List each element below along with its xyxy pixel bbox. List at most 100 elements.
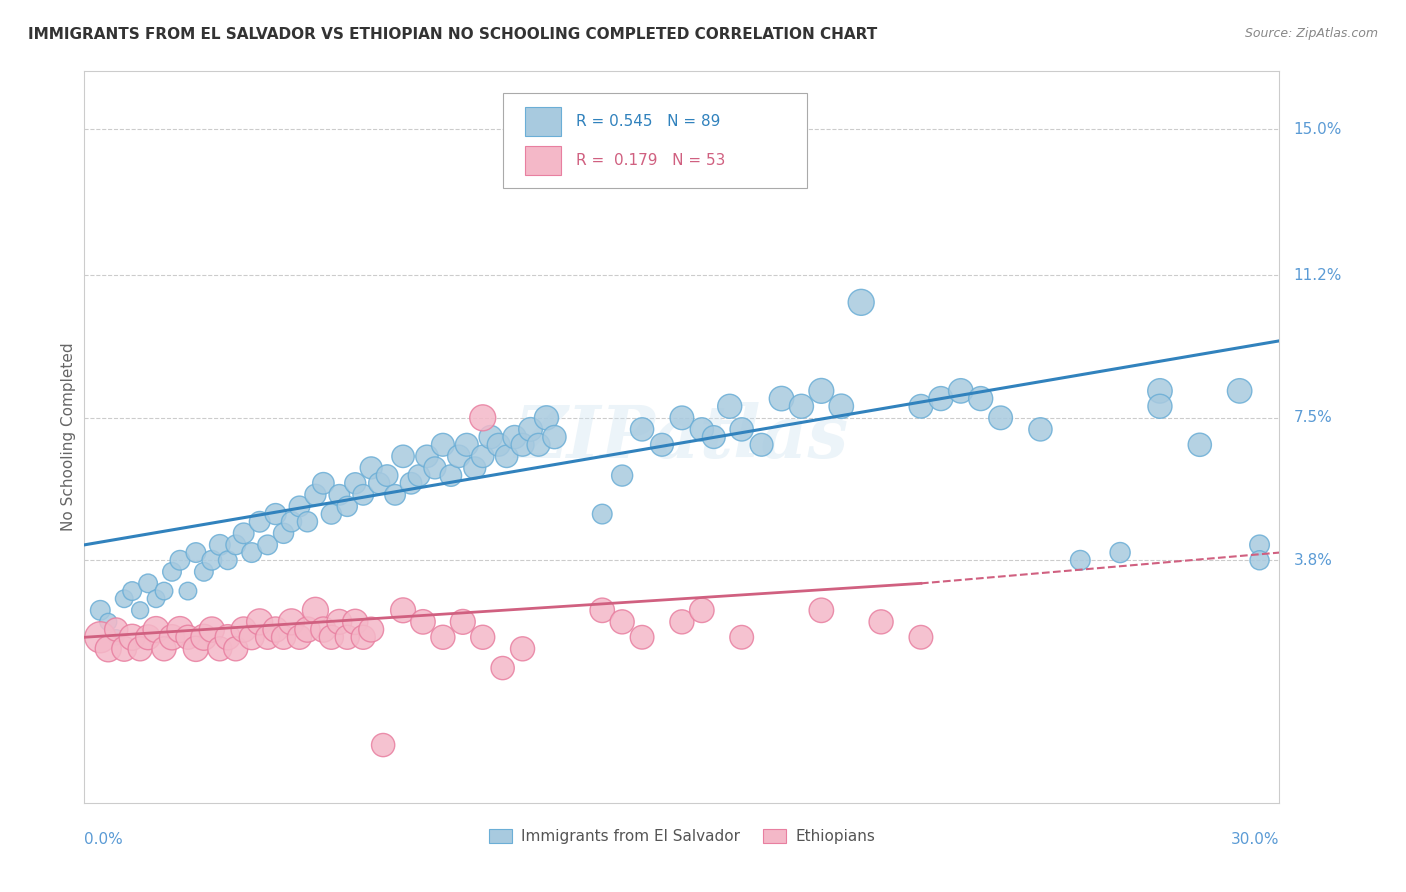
Point [392,450,415,464]
Point [929,392,952,406]
Point [1188,438,1211,452]
Point [193,565,215,579]
Point [336,500,359,514]
Point [527,438,550,452]
Point [160,565,183,579]
Point [810,603,832,617]
Point [790,399,813,413]
Point [121,630,143,644]
Point [631,422,654,436]
Point [153,584,176,599]
Point [136,630,159,644]
Point [1029,422,1052,436]
Point [543,430,565,444]
Text: 0.0%: 0.0% [84,832,124,847]
FancyBboxPatch shape [526,145,561,175]
Point [399,476,422,491]
Point [512,438,534,452]
Point [495,450,517,464]
Point [264,623,287,637]
Point [105,630,128,644]
Point [177,630,200,644]
Point [471,450,494,464]
Point [112,641,135,656]
Point [232,623,254,637]
Point [690,603,713,617]
Point [479,430,502,444]
Point [519,422,541,436]
Point [288,500,311,514]
Point [217,630,239,644]
Point [1249,553,1271,567]
Text: 7.5%: 7.5% [1294,410,1333,425]
Point [249,515,271,529]
Point [492,661,515,675]
Point [184,641,207,656]
Point [373,738,395,752]
Point [280,615,302,629]
Point [503,430,526,444]
Point [208,538,231,552]
Point [591,603,613,617]
Point [360,623,382,637]
Point [169,623,191,637]
Point [1249,538,1271,552]
Point [129,641,152,656]
Point [217,553,239,567]
Point [288,630,311,644]
Text: 3.8%: 3.8% [1294,553,1333,568]
Point [352,488,374,502]
Point [368,476,391,491]
Point [718,399,741,413]
Point [703,430,725,444]
Point [169,553,191,567]
Point [488,438,510,452]
Point [1109,545,1132,559]
Point [536,410,558,425]
Point [949,384,972,398]
Point [232,526,254,541]
Point [471,630,494,644]
Point [731,422,754,436]
Point [136,576,159,591]
Point [312,476,335,491]
Point [651,438,673,452]
Text: Source: ZipAtlas.com: Source: ZipAtlas.com [1244,27,1378,40]
Point [328,488,350,502]
Text: ZIPatlas: ZIPatlas [515,401,849,473]
Point [201,553,224,567]
Point [591,507,613,521]
Point [471,410,494,425]
Point [328,615,350,629]
Point [432,630,454,644]
Point [1069,553,1091,567]
Point [344,615,367,629]
Point [160,630,183,644]
Point [690,422,713,436]
Y-axis label: No Schooling Completed: No Schooling Completed [60,343,76,532]
Point [177,584,200,599]
Point [201,623,224,637]
Point [464,461,486,475]
Point [1229,384,1251,398]
Point [830,399,852,413]
Point [321,507,343,521]
Point [225,641,247,656]
Text: 15.0%: 15.0% [1294,121,1343,136]
Point [423,461,446,475]
Text: 30.0%: 30.0% [1232,832,1279,847]
Point [153,641,176,656]
Point [432,438,454,452]
Point [240,630,263,644]
Point [304,603,326,617]
Point [451,615,474,629]
Point [312,623,335,637]
Point [97,641,120,656]
Point [184,545,207,559]
Text: 11.2%: 11.2% [1294,268,1343,283]
Point [256,538,278,552]
Point [751,438,773,452]
Point [360,461,382,475]
Point [384,488,406,502]
Point [121,584,143,599]
